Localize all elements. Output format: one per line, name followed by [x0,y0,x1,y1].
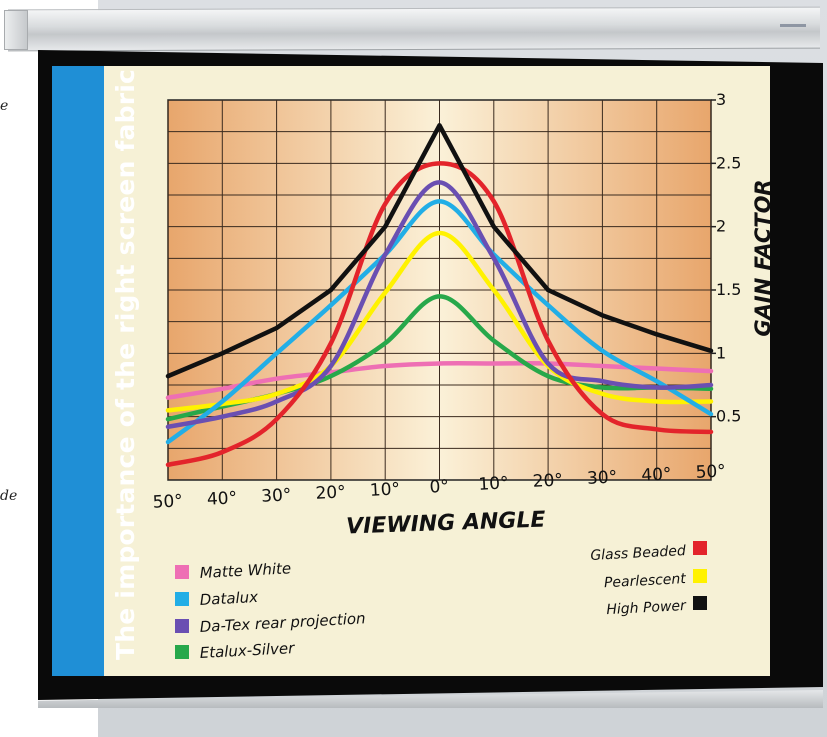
x-tick-label: 50° [695,461,726,483]
series-line-matte-white [165,361,714,400]
title-band [52,66,104,676]
x-tick-label: 40° [641,464,672,486]
legend-swatch [693,541,707,555]
y-axis-ticks: 0.5 1 1.5 2 2.5 3 [711,90,741,426]
left-text-fragment: de [0,488,18,504]
legend-label: Datalux [199,588,258,609]
series-line-high-power [165,123,714,379]
legend-swatch [693,569,707,583]
y-tick-label: 2 [716,217,726,236]
y-tick-label: 1.5 [716,280,741,299]
legend-label: Matte White [199,559,291,582]
y-axis-label: GAIN FACTOR [751,179,775,336]
left-text-fragment: e [0,98,9,114]
y-tick-label: 2.5 [716,153,741,172]
series-line-datalux [165,199,714,445]
x-axis-label: VIEWING ANGLE [346,508,546,540]
x-tick-label: 10° [369,479,400,501]
legend-label: Etalux-Silver [199,639,295,662]
x-tick-label: 20° [532,470,563,492]
y-tick-label: 1 [716,343,726,362]
legend-label: Pearlescent [604,571,687,591]
housing-end-cap [4,10,28,50]
x-tick-label: 20° [315,482,346,504]
x-tick-label: 50° [152,491,183,513]
x-tick-label: 40° [206,488,237,510]
legend-label: High Power [606,598,687,618]
legend-label: Da-Tex rear projection [199,609,366,636]
x-tick-label: 0° [429,477,449,498]
legend-swatch [175,565,189,579]
y-tick-label: 3 [716,90,726,109]
legend-swatch [175,592,189,606]
x-tick-label: 10° [478,473,509,495]
x-tick-label: 30° [261,485,292,507]
series-line-da-tex-rear-projection [165,180,714,430]
housing-brand-mark [780,24,806,27]
x-axis-ticks: 50° 40° 30° 20° 10° 0° 10° 20° 30° 40° 50° [152,461,726,512]
x-tick-label: 30° [587,467,618,489]
series-line-pearlescent [165,230,714,413]
y-tick-label: 0.5 [716,407,741,426]
legend-swatch [175,619,189,633]
legend-swatch [693,596,707,610]
legend-swatch [175,645,189,659]
series-lines [165,123,714,468]
series-line-glass-beaded [165,161,714,468]
legend-label: Glass Beaded [590,543,686,564]
